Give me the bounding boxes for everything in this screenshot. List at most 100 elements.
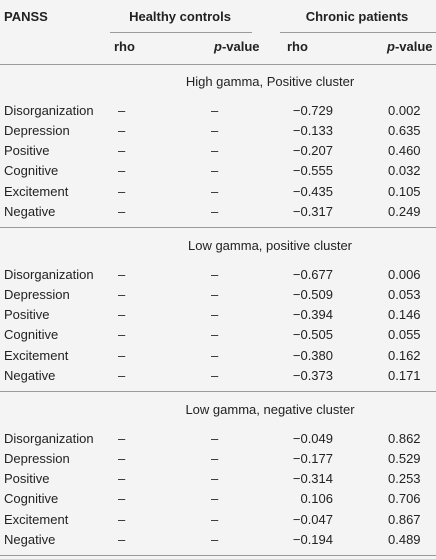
group-rule <box>280 32 436 33</box>
column-header: rho <box>114 39 135 54</box>
cell: – <box>211 183 219 199</box>
cell: −0.049 <box>292 430 333 446</box>
cell: – <box>211 327 219 343</box>
cell: 0.032 <box>388 163 421 179</box>
row-label: Positive <box>4 143 50 159</box>
row-label: Positive <box>4 307 50 323</box>
cell: 0.635 <box>388 122 421 138</box>
cell: −0.509 <box>292 286 333 302</box>
group-header: Healthy controls <box>129 9 231 24</box>
cell: – <box>118 122 126 138</box>
section-rule <box>0 227 436 228</box>
cell: – <box>118 368 126 383</box>
cell: – <box>118 471 126 487</box>
row-label: Disorganization <box>4 102 94 118</box>
cell: 0.105 <box>388 183 421 199</box>
cell: 0.460 <box>388 143 421 159</box>
row-label: Disorganization <box>4 430 94 446</box>
row-label: Cognitive <box>4 327 59 343</box>
cell: – <box>211 430 219 446</box>
column-header: p-value <box>387 39 433 55</box>
cell: – <box>211 511 219 527</box>
cell: −0.177 <box>292 450 333 466</box>
cell: −0.505 <box>292 327 333 343</box>
cell: – <box>118 183 126 199</box>
cell: 0.529 <box>388 450 421 466</box>
row-label: Negative <box>4 532 56 547</box>
row-label: Negative <box>4 368 56 383</box>
header-rule <box>0 64 436 65</box>
row-label: Cognitive <box>4 491 59 507</box>
cell: 0.253 <box>388 471 421 487</box>
cell: −0.380 <box>292 347 333 363</box>
cell: – <box>211 143 219 159</box>
p-rest: -value <box>221 39 260 54</box>
cell: – <box>211 204 219 219</box>
row-label: Excitement <box>4 347 69 363</box>
cell: 0.162 <box>388 347 421 363</box>
p-rest: -value <box>394 39 433 54</box>
cell: −0.435 <box>292 183 333 199</box>
row-label: Negative <box>4 204 56 219</box>
cell: – <box>211 163 219 179</box>
cell: – <box>211 102 219 118</box>
cell: 0.249 <box>388 204 421 219</box>
cell: – <box>211 471 219 487</box>
cell: – <box>118 266 126 282</box>
cell: 0.867 <box>388 511 421 527</box>
row-label: Depression <box>4 450 70 466</box>
cell: – <box>118 102 126 118</box>
cell: – <box>211 122 219 138</box>
group-header: Chronic patients <box>305 9 409 24</box>
row-label: Excitement <box>4 183 69 199</box>
cell: 0.171 <box>388 368 421 383</box>
cell: – <box>211 266 219 282</box>
cell: – <box>118 491 126 507</box>
cell: 0.706 <box>388 491 421 507</box>
row-label: Disorganization <box>4 266 94 282</box>
p-italic: p <box>387 39 395 54</box>
cell: – <box>118 143 126 159</box>
cell: – <box>211 450 219 466</box>
cell: −0.194 <box>292 532 333 547</box>
section-title: High gamma, Positive cluster <box>185 74 355 89</box>
section-rule <box>0 555 436 556</box>
column-header: p-value <box>214 39 260 55</box>
cell: −0.677 <box>292 266 333 282</box>
cell: – <box>118 347 126 363</box>
cell: −0.729 <box>292 102 333 118</box>
section-title: Low gamma, negative cluster <box>185 402 355 417</box>
cell: – <box>118 450 126 466</box>
cell: – <box>118 327 126 343</box>
column-header: rho <box>287 39 308 54</box>
cell: – <box>118 286 126 302</box>
cell: −0.314 <box>292 471 333 487</box>
cell: – <box>118 204 126 219</box>
row-label: Depression <box>4 122 70 138</box>
cell: – <box>211 491 219 507</box>
cell: 0.055 <box>388 327 421 343</box>
cell: 0.146 <box>388 307 421 323</box>
cell: – <box>211 532 219 547</box>
cell: – <box>118 532 126 547</box>
cell: −0.394 <box>292 307 333 323</box>
cell: – <box>118 163 126 179</box>
cell: 0.106 <box>300 491 333 507</box>
cell: – <box>118 511 126 527</box>
cell: – <box>118 307 126 323</box>
row-label: Positive <box>4 471 50 487</box>
row-label: Cognitive <box>4 163 59 179</box>
cell: – <box>211 307 219 323</box>
row-label: Depression <box>4 286 70 302</box>
group-rule <box>110 32 252 33</box>
cell: – <box>211 286 219 302</box>
cell: −0.133 <box>292 122 333 138</box>
cell: – <box>211 347 219 363</box>
cell: −0.373 <box>292 368 333 383</box>
cell: 0.053 <box>388 286 421 302</box>
section-title: Low gamma, positive cluster <box>187 238 353 253</box>
cell: 0.006 <box>388 266 421 282</box>
cell: −0.555 <box>292 163 333 179</box>
cell: 0.489 <box>388 532 421 547</box>
cell: 0.862 <box>388 430 421 446</box>
